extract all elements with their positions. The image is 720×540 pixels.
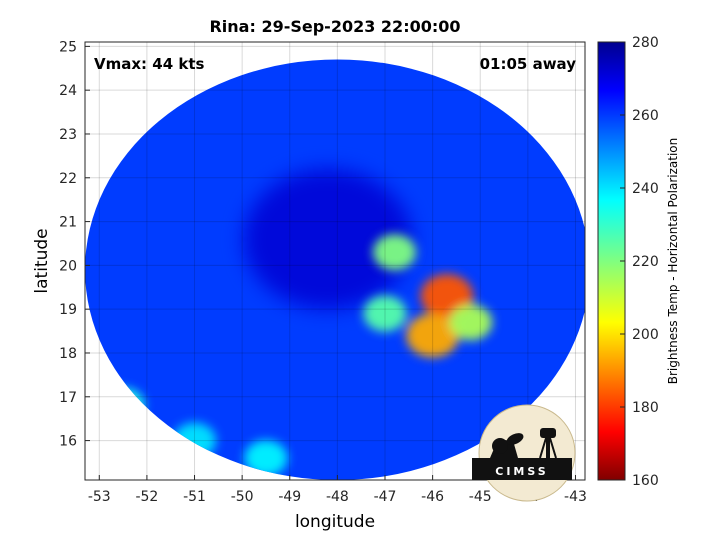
logo-text: CIMSS (495, 465, 548, 478)
y-tick-label: 16 (59, 434, 77, 450)
feature-band-west (363, 295, 407, 332)
vmax-annotation: Vmax: 44 kts (94, 55, 204, 73)
feature-band-north (372, 234, 417, 271)
colorbar-tick-label: 160 (632, 473, 659, 489)
y-tick-label: 19 (59, 302, 77, 318)
x-tick-label: -45 (469, 489, 492, 505)
feature-center-depression (243, 169, 412, 310)
x-axis-label: longitude (295, 512, 375, 532)
x-tick-label: -43 (564, 489, 587, 505)
x-tick-label: -46 (421, 489, 444, 505)
grid-lines (85, 42, 585, 480)
y-tick-label: 20 (59, 258, 77, 274)
y-tick-label: 22 (59, 171, 77, 187)
cimss-logo: CIMSS (472, 404, 576, 502)
y-axis: 16 17 18 19 20 21 22 23 24 25 (59, 39, 90, 450)
y-tick-label: 24 (59, 83, 77, 99)
plot-area: -53-52-51-50-49-48-47-46-45-44-43 161718… (59, 39, 587, 505)
colorbar-tick-label: 280 (632, 35, 659, 51)
colorbar-tick-label: 260 (632, 108, 659, 124)
feature-band-east (449, 304, 493, 341)
x-tick-label: -47 (374, 489, 397, 505)
colorbar-tick-label: 220 (632, 254, 659, 270)
x-tick-label: -48 (326, 489, 349, 505)
colorbar-tick-label: 240 (632, 181, 659, 197)
colorbar-label: Brightness Temp - Horizontal Polarizatio… (666, 138, 680, 385)
y-axis-label: latitude (32, 228, 52, 293)
x-tick-label: -50 (231, 489, 254, 505)
y-tick-label: 21 (59, 215, 77, 231)
x-tick-label: -49 (278, 489, 301, 505)
x-axis: -53-52-51-50-49-48-47-46-45-44-43 (88, 475, 587, 505)
time-away-annotation: 01:05 away (480, 55, 577, 73)
x-tick-label: -53 (88, 489, 111, 505)
y-tick-label: 17 (59, 390, 77, 406)
colorbar-tick-label: 180 (632, 400, 659, 416)
plot-frame (84, 41, 586, 481)
x-tick-label: -51 (183, 489, 206, 505)
feature-cold-core-south (406, 313, 460, 358)
brightness-temp-field (85, 59, 585, 480)
y-tick-label: 25 (59, 39, 77, 55)
x-tick-label: -52 (135, 489, 158, 505)
feature-edge-s (244, 440, 288, 477)
colorbar: 160 180 200 220 240 260 280 Brightness Temp - … (597, 35, 680, 489)
chart-title: Rina: 29-Sep-2023 22:00:00 (209, 17, 460, 36)
y-tick-label: 23 (59, 127, 77, 143)
colorbar-tick-label: 200 (632, 327, 659, 343)
y-tick-label: 18 (59, 346, 77, 362)
